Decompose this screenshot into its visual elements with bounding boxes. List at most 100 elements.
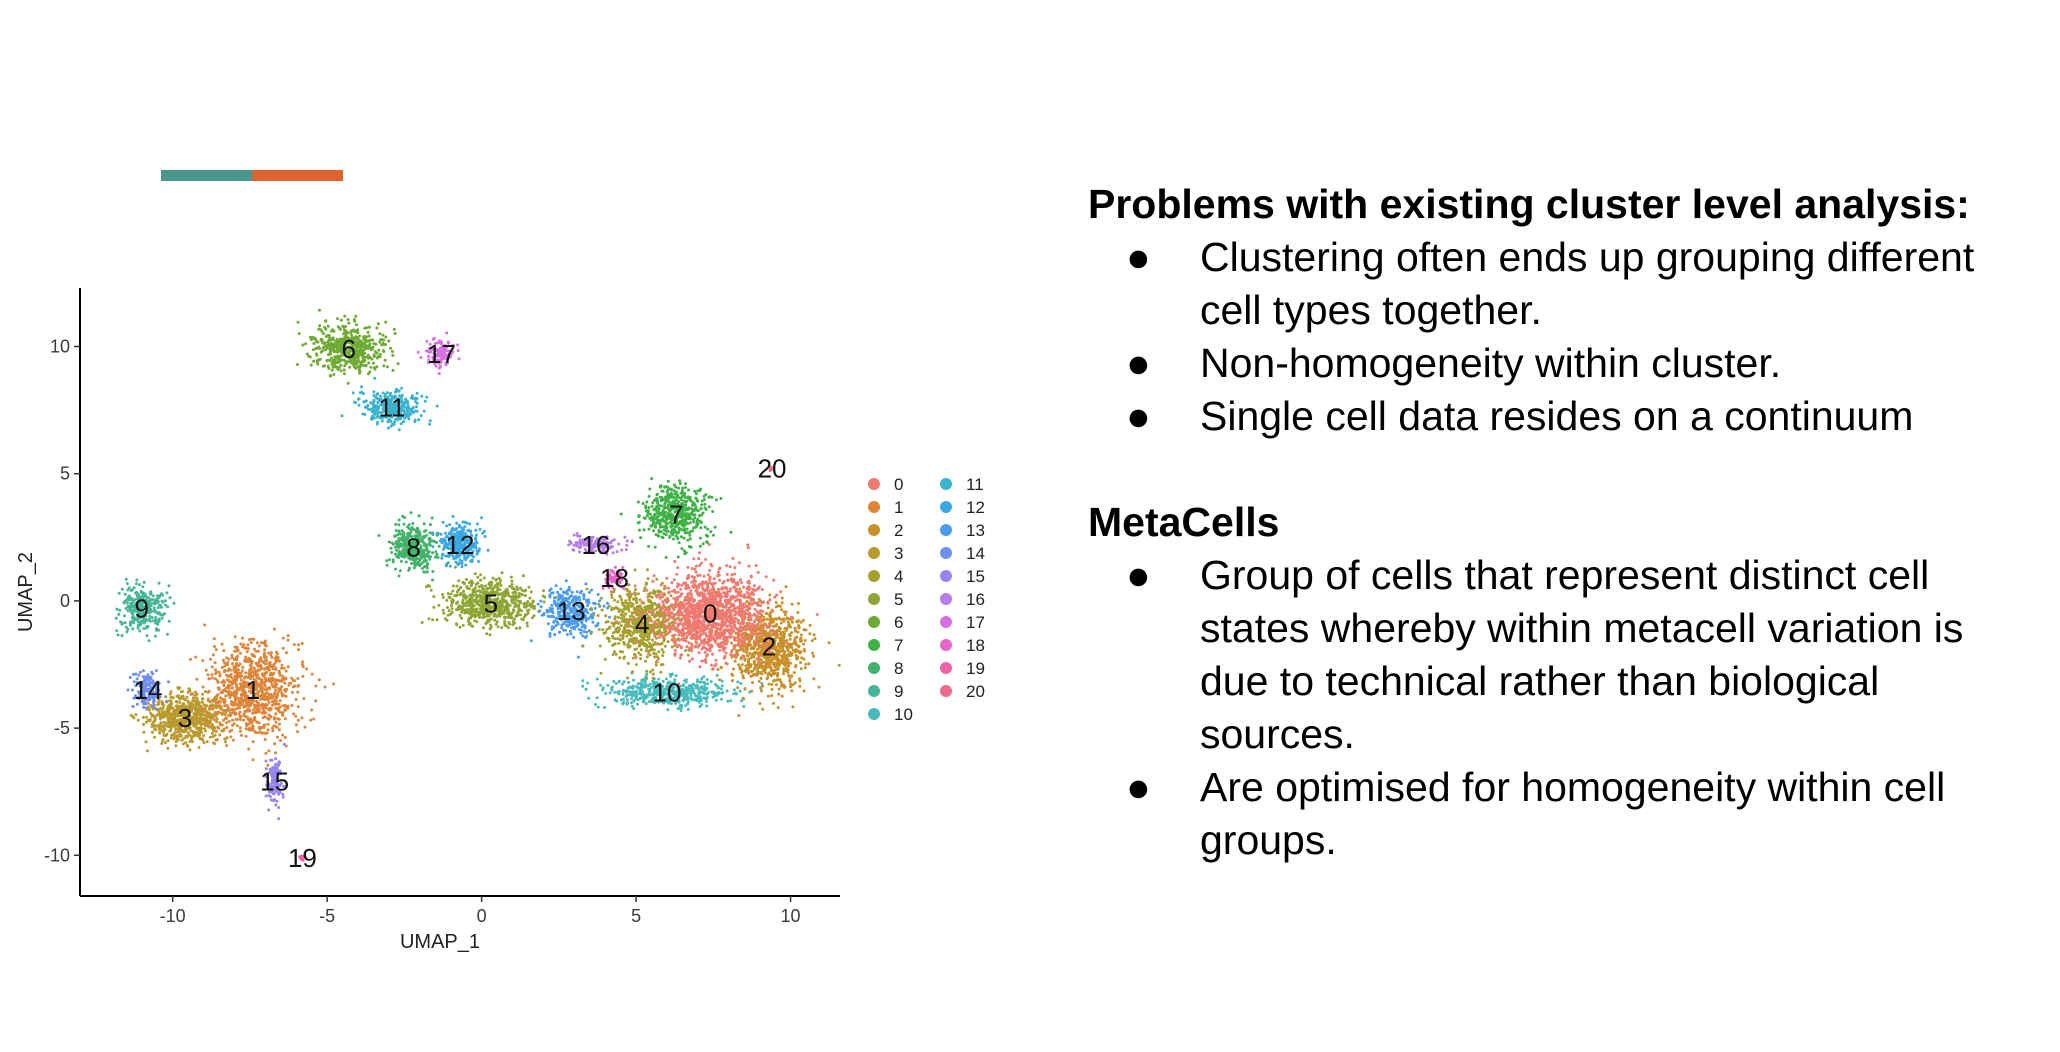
data-point	[686, 538, 690, 542]
data-point	[638, 528, 641, 532]
data-point	[431, 570, 435, 573]
data-point	[458, 593, 462, 597]
data-point	[249, 641, 253, 645]
data-point	[542, 600, 546, 604]
data-point	[172, 601, 176, 605]
data-point	[189, 692, 193, 696]
data-point	[409, 534, 413, 538]
data-point	[372, 405, 376, 409]
data-point	[387, 339, 391, 343]
data-point	[186, 690, 190, 694]
data-point	[350, 334, 354, 337]
data-point	[266, 722, 270, 726]
data-point	[663, 485, 667, 489]
data-point	[277, 687, 281, 691]
data-point	[141, 669, 145, 673]
data-point	[397, 518, 401, 522]
data-point	[156, 606, 160, 610]
data-point	[399, 544, 403, 548]
data-point	[297, 332, 301, 336]
data-point	[690, 686, 694, 690]
data-point	[496, 625, 500, 629]
data-point	[664, 524, 668, 528]
data-point	[263, 651, 267, 655]
data-point	[679, 709, 683, 713]
data-point	[360, 385, 364, 389]
data-point	[201, 692, 205, 696]
data-point	[231, 718, 234, 722]
data-point	[614, 682, 618, 685]
data-point	[160, 592, 163, 596]
data-point	[353, 319, 357, 323]
data-point	[332, 682, 336, 686]
data-point	[262, 709, 266, 713]
data-point	[642, 693, 646, 697]
data-point	[482, 576, 486, 580]
data-point	[152, 619, 155, 623]
data-point	[352, 338, 355, 342]
data-point	[665, 685, 669, 688]
data-point	[296, 363, 299, 366]
data-point	[296, 705, 300, 709]
data-point	[231, 702, 235, 706]
data-point	[184, 741, 188, 744]
data-point	[699, 690, 703, 694]
data-point	[200, 700, 204, 704]
data-point	[455, 590, 459, 594]
data-point	[641, 685, 645, 689]
data-point	[636, 500, 640, 504]
data-point	[654, 687, 657, 690]
data-point	[407, 417, 411, 421]
data-point	[125, 630, 129, 634]
data-point	[409, 530, 413, 534]
data-point	[269, 707, 273, 711]
data-point	[332, 329, 336, 333]
data-point	[156, 724, 160, 728]
data-point	[456, 349, 460, 352]
data-point	[375, 351, 379, 355]
data-point	[264, 655, 268, 659]
data-point	[294, 714, 298, 718]
data-point	[647, 687, 651, 691]
data-point	[135, 578, 139, 582]
data-point	[695, 524, 699, 528]
data-point	[339, 318, 343, 322]
data-point	[304, 342, 308, 346]
data-point	[475, 596, 479, 600]
data-point	[702, 680, 706, 684]
data-point	[460, 616, 464, 620]
data-point	[149, 610, 153, 613]
data-point	[138, 597, 141, 601]
data-point	[292, 643, 296, 647]
data-point	[366, 346, 370, 350]
data-point	[323, 344, 327, 348]
data-point	[628, 685, 632, 689]
data-point	[160, 616, 164, 620]
data-point	[473, 619, 477, 623]
data-point	[680, 692, 684, 696]
data-point	[525, 621, 529, 625]
data-point	[648, 682, 652, 686]
data-point	[201, 659, 205, 663]
data-point	[704, 533, 708, 537]
data-point	[416, 533, 420, 537]
data-point	[312, 359, 316, 363]
data-point	[498, 607, 502, 611]
data-point	[477, 610, 481, 614]
data-point	[418, 551, 422, 555]
data-point	[250, 670, 254, 674]
data-point	[277, 728, 281, 732]
data-point	[328, 374, 332, 377]
data-point	[249, 667, 253, 671]
data-point	[282, 666, 286, 670]
data-point	[726, 699, 730, 703]
data-point	[235, 678, 238, 682]
data-point	[343, 314, 347, 318]
data-point	[457, 579, 461, 583]
data-point	[418, 557, 422, 561]
data-point	[684, 704, 688, 708]
data-point	[422, 522, 426, 526]
data-point	[264, 662, 267, 666]
data-point	[158, 611, 161, 615]
data-point	[370, 357, 374, 361]
